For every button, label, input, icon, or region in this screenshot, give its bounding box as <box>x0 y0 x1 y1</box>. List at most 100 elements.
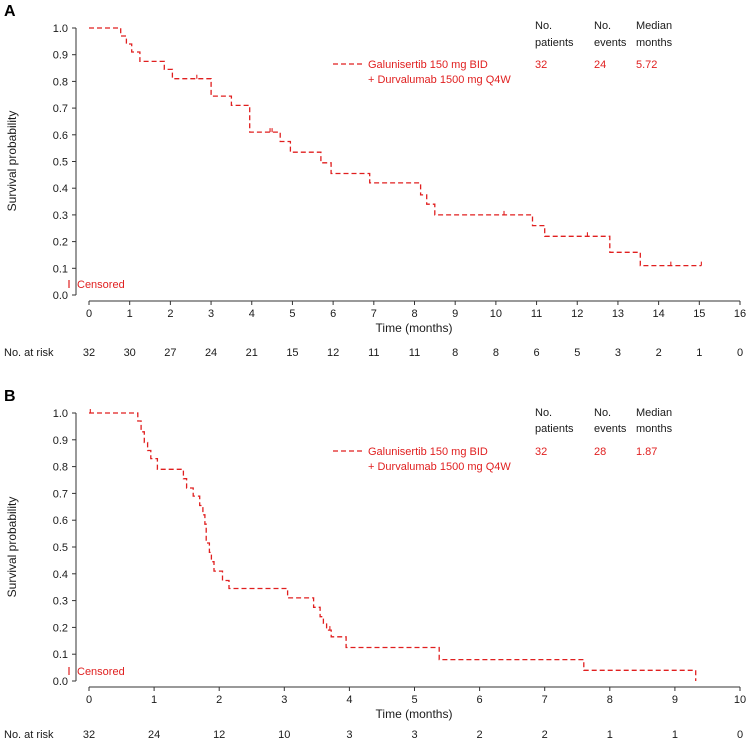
panel-a-header-events-line1: No. <box>594 20 611 32</box>
panel-b-risk-count: 10 <box>278 729 290 741</box>
panel-b-x-tick-label: 2 <box>216 694 222 706</box>
panel-b-header-patients-line1: No. <box>535 407 552 419</box>
panel-a-x-tick-label: 16 <box>734 308 746 320</box>
panel-b-y-tick-label: 0.6 <box>53 515 68 527</box>
panel-a-risk-count: 30 <box>124 347 136 359</box>
panel-a-x-tick-label: 6 <box>330 308 336 320</box>
panel-a-x-tick-label: 11 <box>531 308 542 320</box>
panel-a-risk-count: 2 <box>656 347 662 359</box>
panel-b-y-axis-title: Survival probability <box>5 497 19 598</box>
panel-a-risk-count: 12 <box>327 347 339 359</box>
panel-b-x-tick-label: 10 <box>734 694 746 706</box>
panel-b-legend-table: No. patients No. events Median months Ga… <box>333 407 673 473</box>
panel-a-y-tick-label: 1.0 <box>53 23 68 35</box>
panel-b-risk-label: No. at risk <box>4 729 54 741</box>
panel-b-censored-label: Censored <box>77 666 125 678</box>
panel-b-risk-count: 3 <box>411 729 417 741</box>
panel-b-x-tick-label: 1 <box>151 694 157 706</box>
panel-a-legend-label-line2: + Durvalumab 1500 mg Q4W <box>368 74 511 86</box>
panel-b-y-tick-label: 0.3 <box>53 596 68 608</box>
panel-b-header-median-line1: Median <box>636 407 672 419</box>
panel-a-risk-count: 8 <box>493 347 499 359</box>
panel-b-patients-value: 32 <box>535 446 547 458</box>
panel-a-y-tick-label: 0.6 <box>53 130 68 142</box>
panel-b-risk-count: 1 <box>672 729 678 741</box>
panel-b-y-tick-label: 0.8 <box>53 462 68 474</box>
panel-b-x-tick-label: 3 <box>281 694 287 706</box>
panel-a-risk-count: 11 <box>409 347 420 359</box>
panel-a-label: A <box>4 3 16 20</box>
panel-b-legend-label-line1: Galunisertib 150 mg BID <box>368 446 488 458</box>
panel-a: A Survival probability Time (months) No.… <box>4 3 746 359</box>
panel-a-risk-count: 6 <box>534 347 540 359</box>
panel-a-x-tick-label: 13 <box>612 308 624 320</box>
panel-b-x-axis-title: Time (months) <box>376 707 453 721</box>
panel-a-header-median-line2: months <box>636 37 673 49</box>
panel-a-y-tick-label: 0.8 <box>53 76 68 88</box>
panel-a-censored-legend: Censored <box>68 279 125 291</box>
panel-a-risk-count: 3 <box>615 347 621 359</box>
panel-a-x-tick-label: 1 <box>127 308 133 320</box>
panel-a-risk-count: 5 <box>574 347 580 359</box>
panel-b-risk-count: 2 <box>477 729 483 741</box>
panel-a-header-median-line1: Median <box>636 20 672 32</box>
panel-a-x-tick-label: 2 <box>167 308 173 320</box>
panel-a-censored-label: Censored <box>77 279 125 291</box>
panel-a-x-tick-label: 5 <box>289 308 295 320</box>
panel-a-y-tick-label: 0.1 <box>53 263 68 275</box>
panel-b-y-tick-label: 0.0 <box>53 676 68 688</box>
panel-a-risk-label: No. at risk <box>4 347 54 359</box>
panel-a-header-patients-line2: patients <box>535 37 574 49</box>
panel-a-y-axis-title: Survival probability <box>5 111 19 212</box>
panel-a-x-tick-label: 3 <box>208 308 214 320</box>
panel-a-risk-count: 32 <box>83 347 95 359</box>
panel-a-y-tick-label: 0.3 <box>53 210 68 222</box>
panel-a-patients-value: 32 <box>535 59 547 71</box>
panel-a-legend-table: No. patients No. events Median months Ga… <box>333 20 673 86</box>
panel-a-header-patients-line1: No. <box>535 20 552 32</box>
panel-b-survival-curve <box>89 412 697 681</box>
panel-a-median-value: 5.72 <box>636 59 657 71</box>
panel-a-risk-count: 15 <box>286 347 298 359</box>
panel-b-x-tick-label: 0 <box>86 694 92 706</box>
panel-a-x-tick-label: 0 <box>86 308 92 320</box>
panel-a-x-tick-label: 12 <box>571 308 583 320</box>
panel-a-header-events-line2: events <box>594 37 627 49</box>
panel-b-median-value: 1.87 <box>636 446 657 458</box>
panel-b-y-tick-label: 0.9 <box>53 435 68 447</box>
panel-a-x-tick-label: 4 <box>249 308 255 320</box>
panel-a-y-tick-label: 0.0 <box>53 290 68 302</box>
panel-b-header-median-line2: months <box>636 423 673 435</box>
panel-b-y-tick-label: 0.4 <box>53 569 68 581</box>
panel-b-x-tick-label: 8 <box>607 694 613 706</box>
panel-a-y-tick-label: 0.2 <box>53 237 68 249</box>
panel-a-x-tick-label: 7 <box>371 308 377 320</box>
panel-b-risk-count: 0 <box>737 729 743 741</box>
panel-b-legend-label-line2: + Durvalumab 1500 mg Q4W <box>368 461 511 473</box>
panel-b-x-tick-label: 5 <box>411 694 417 706</box>
panel-b-risk-count: 24 <box>148 729 160 741</box>
panel-a-legend-label-line1: Galunisertib 150 mg BID <box>368 59 488 71</box>
panel-a-risk-count: 8 <box>452 347 458 359</box>
panel-b-risk-count: 1 <box>607 729 613 741</box>
panel-a-risk-count: 1 <box>696 347 702 359</box>
panel-b-risk-count: 12 <box>213 729 225 741</box>
panel-b-events-value: 28 <box>594 446 606 458</box>
panel-b-y-tick-label: 0.2 <box>53 622 68 634</box>
panel-b-x-tick-label: 4 <box>346 694 352 706</box>
panel-a-x-tick-label: 14 <box>653 308 665 320</box>
panel-b-y-tick-label: 0.5 <box>53 542 68 554</box>
panel-b-x-tick-label: 6 <box>477 694 483 706</box>
panel-b-y-tick-label: 0.1 <box>53 649 68 661</box>
panel-b-risk-count: 3 <box>346 729 352 741</box>
panel-a-y-tick-label: 0.5 <box>53 157 68 169</box>
panel-a-risk-count: 21 <box>246 347 258 359</box>
panel-a-y-tick-label: 0.9 <box>53 50 68 62</box>
panel-b-censored-legend: Censored <box>68 666 125 678</box>
panel-a-risk-count: 0 <box>737 347 743 359</box>
panel-a-x-tick-label: 15 <box>693 308 705 320</box>
panel-b-x-tick-label: 7 <box>542 694 548 706</box>
panel-b: B Survival probability Time (months) No.… <box>4 388 746 741</box>
panel-a-y-tick-label: 0.7 <box>53 103 68 115</box>
